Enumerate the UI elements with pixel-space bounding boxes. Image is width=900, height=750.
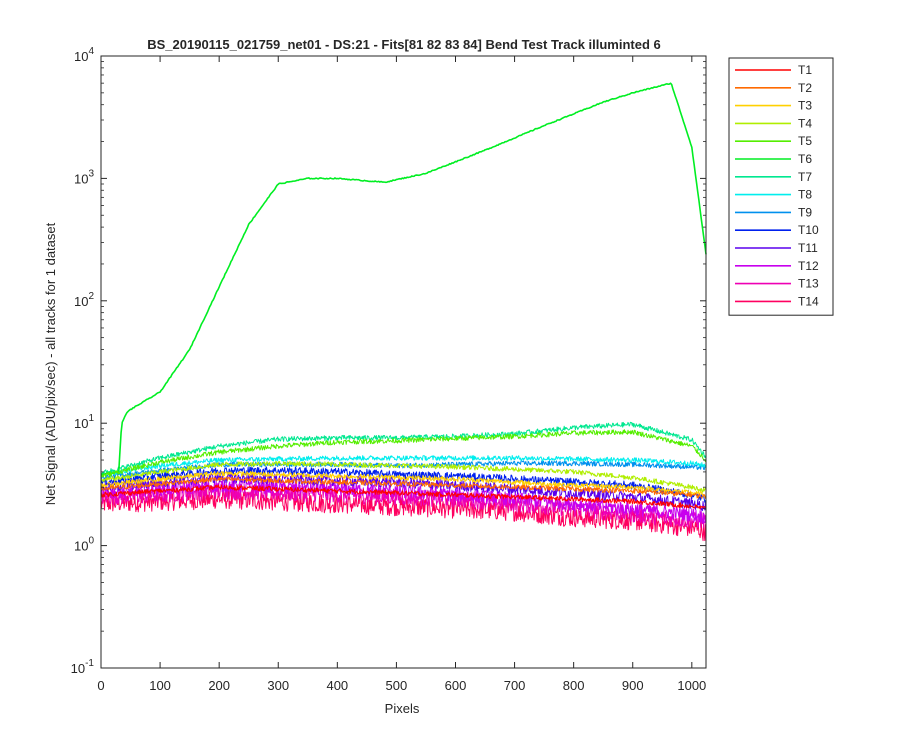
x-tick-label: 300 bbox=[267, 678, 289, 693]
y-tick-label: 100 bbox=[74, 536, 94, 554]
legend-label-t14: T14 bbox=[798, 294, 819, 308]
legend-label-t11: T11 bbox=[798, 241, 818, 255]
axes-box bbox=[100, 55, 707, 669]
series-line-t3 bbox=[100, 470, 707, 498]
series-line-t13 bbox=[100, 483, 707, 529]
x-tick-label: 400 bbox=[326, 678, 348, 693]
legend-label-t5: T5 bbox=[798, 134, 812, 148]
series-line-t1 bbox=[100, 484, 707, 510]
y-tick-label: 10-1 bbox=[71, 658, 95, 676]
legend-label-t3: T3 bbox=[798, 99, 812, 113]
legend-label-t4: T4 bbox=[798, 116, 812, 130]
legend-label-t13: T13 bbox=[798, 277, 819, 291]
series-line-t11 bbox=[100, 471, 707, 512]
x-tick-label: 500 bbox=[386, 678, 408, 693]
y-tick-label: 101 bbox=[74, 413, 94, 431]
y-tick-label: 104 bbox=[74, 46, 94, 64]
legend-label-t9: T9 bbox=[798, 205, 812, 219]
series-line-t5 bbox=[100, 429, 707, 478]
legend-box bbox=[728, 57, 834, 316]
x-axis-label: Pixels bbox=[385, 701, 420, 716]
legend: T1 T2 T3 T4 T5 T6 T7 T8 T9 T10 T11 T12 T13 T14 bbox=[728, 57, 834, 316]
series-line-t8 bbox=[100, 455, 707, 478]
x-tick-label: 800 bbox=[563, 678, 585, 693]
legend-label-t8: T8 bbox=[798, 188, 812, 202]
x-tick-label: 100 bbox=[149, 678, 171, 693]
plot-area bbox=[100, 82, 707, 542]
x-tick-label: 600 bbox=[445, 678, 467, 693]
x-tick-label: 0 bbox=[97, 678, 104, 693]
legend-label-t2: T2 bbox=[798, 81, 812, 95]
x-tick-label: 900 bbox=[622, 678, 644, 693]
legend-label-t10: T10 bbox=[798, 223, 819, 237]
legend-label-t1: T1 bbox=[798, 63, 812, 77]
axes: 0 100 200 300 400 500 600 700 800 900 1000 10-1 100 1… bbox=[71, 46, 707, 693]
series-line-t4 bbox=[100, 460, 707, 493]
legend-label-t12: T12 bbox=[798, 259, 819, 273]
y-tick-label: 102 bbox=[74, 291, 94, 309]
x-tick-label: 700 bbox=[504, 678, 526, 693]
x-tick-label: 200 bbox=[208, 678, 230, 693]
legend-label-t6: T6 bbox=[798, 152, 812, 166]
y-tick-label: 103 bbox=[74, 168, 94, 186]
y-axis-label: Net Signal (ADU/pix/sec) - all tracks fo… bbox=[43, 222, 58, 505]
series-line-t2 bbox=[100, 476, 707, 500]
legend-label-t7: T7 bbox=[798, 170, 812, 184]
chart-title: BS_20190115_021759_net01 - DS:21 - Fits[… bbox=[147, 37, 661, 52]
x-tick-label: 1000 bbox=[677, 678, 706, 693]
series-line-t6 bbox=[100, 82, 707, 476]
series-line-t7 bbox=[100, 421, 707, 476]
